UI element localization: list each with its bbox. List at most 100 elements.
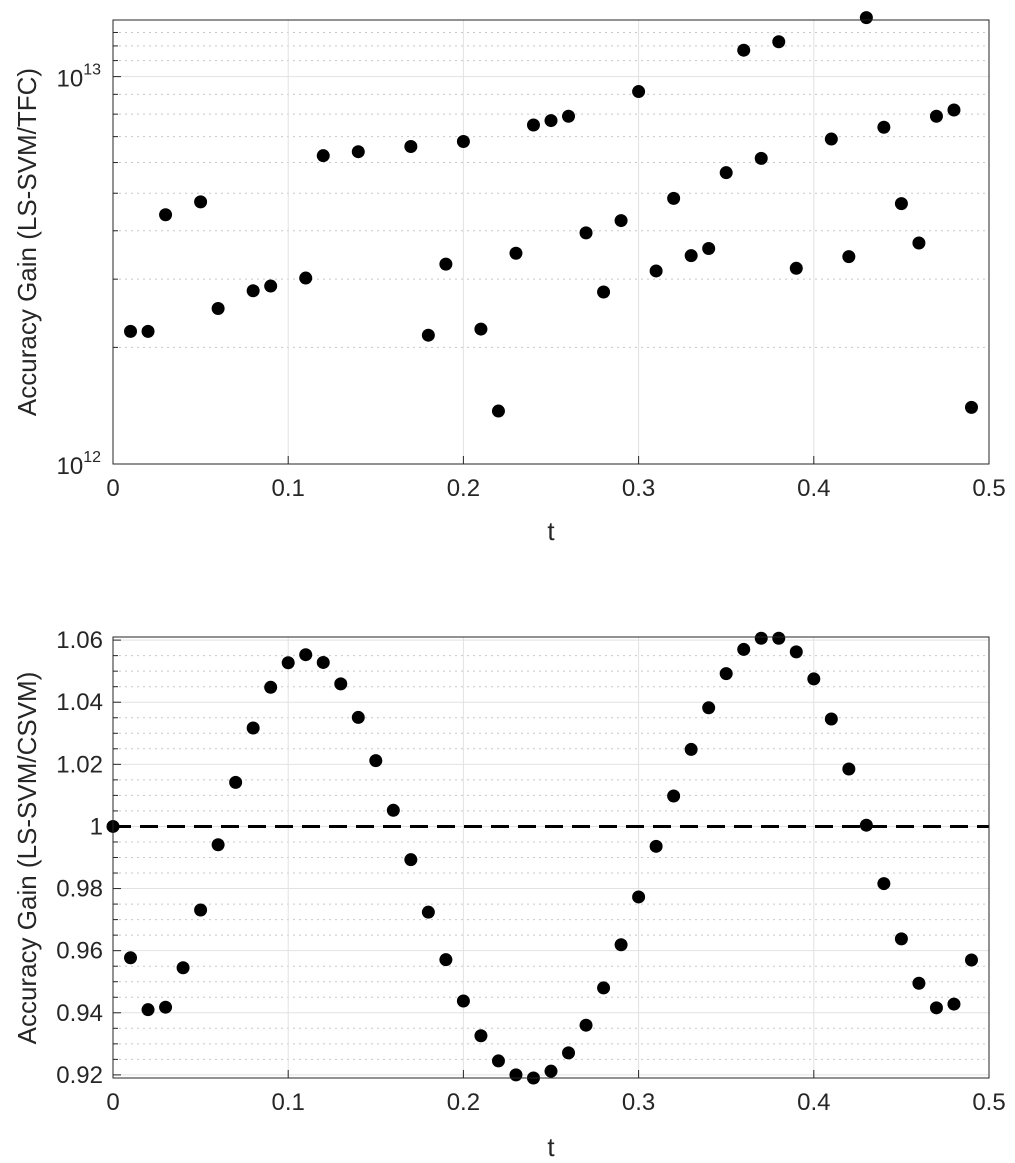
data-point [649, 264, 663, 278]
data-point [264, 680, 278, 694]
chart-top: 0 0.1 0.2 0.3 0.4 0.5 1012 1013 t Accuracy Gain… [12, 11, 1006, 546]
data-point [316, 149, 330, 163]
data-point [124, 324, 138, 338]
x-tick-label: 0.2 [447, 475, 480, 502]
data-point [159, 1000, 173, 1014]
data-point [772, 35, 786, 49]
y-tick-label: 1013 [57, 62, 102, 93]
data-point [211, 302, 225, 316]
data-point [737, 43, 751, 57]
data-point [824, 132, 838, 146]
data-point [912, 976, 926, 990]
y-tick-label: 1.04 [56, 689, 103, 716]
chart-top-ticks: 0 0.1 0.2 0.3 0.4 0.5 1012 1013 [57, 19, 1006, 502]
x-tick-label: 0.2 [447, 1089, 480, 1116]
data-point [894, 197, 908, 211]
x-tick-label: 0.3 [622, 1089, 655, 1116]
data-point [456, 134, 470, 148]
x-tick-label: 0 [106, 475, 119, 502]
data-point [667, 191, 681, 205]
data-point [194, 195, 208, 209]
chart-top-plot-frame [112, 19, 990, 465]
x-tick-label: 0.5 [972, 1089, 1005, 1116]
data-point [632, 85, 646, 99]
y-tick-label: 1 [90, 813, 103, 840]
data-point [159, 208, 173, 222]
data-point [369, 754, 383, 768]
data-point [141, 1003, 155, 1017]
data-point [894, 932, 908, 946]
chart-top-y-axis-title: Accuracy Gain (LS-SVM/TFC) [12, 68, 42, 416]
data-point [614, 214, 628, 228]
data-point [754, 631, 768, 645]
x-tick-label: 0.5 [972, 475, 1005, 502]
data-point [176, 961, 190, 975]
y-tick-label: 0.98 [56, 876, 103, 903]
data-point [404, 140, 418, 154]
data-point [141, 324, 155, 338]
data-point [456, 994, 470, 1008]
data-point [562, 109, 576, 123]
data-point [491, 1054, 505, 1068]
y-tick-label: 1012 [57, 449, 102, 480]
data-point [474, 322, 488, 336]
chart-bottom-x-axis-title: t [547, 1132, 555, 1162]
data-point [789, 645, 803, 659]
chart-bottom-ticks: 0 0.1 0.2 0.3 0.4 0.5 0.92 0.94 0.96 0.98 1 1.02 1.0… [56, 627, 1005, 1116]
data-point [299, 271, 313, 285]
data-point [789, 261, 803, 275]
data-point [877, 120, 891, 134]
data-point [421, 328, 435, 342]
data-point [684, 742, 698, 756]
x-tick-label: 0.1 [272, 475, 305, 502]
x-tick-label: 0 [106, 1089, 119, 1116]
data-point [947, 103, 961, 117]
data-point [211, 838, 225, 852]
data-point [491, 404, 505, 418]
data-point [912, 236, 926, 250]
x-tick-label: 0.1 [272, 1089, 305, 1116]
data-point [579, 1018, 593, 1032]
data-point [474, 1029, 488, 1043]
y-tick-label: 0.96 [56, 938, 103, 965]
data-point [544, 114, 558, 128]
chart-top-points [124, 11, 978, 418]
data-point [964, 953, 978, 967]
data-point [772, 631, 786, 645]
data-point [737, 642, 751, 656]
chart-bottom-y-axis-title: Accuracy Gain (LS-SVM/CSVM) [12, 672, 42, 1045]
data-point [264, 279, 278, 293]
data-point [929, 1001, 943, 1015]
data-point [964, 400, 978, 414]
data-point [702, 241, 716, 255]
data-point [824, 712, 838, 726]
data-point [842, 250, 856, 264]
data-point [754, 151, 768, 165]
data-point [194, 903, 208, 917]
data-point [597, 981, 611, 995]
data-point [509, 246, 523, 260]
data-point [439, 257, 453, 271]
data-point [386, 803, 400, 817]
data-point [246, 721, 260, 735]
y-tick-label: 0.94 [56, 1000, 103, 1027]
data-point [859, 818, 873, 832]
data-point [859, 11, 873, 25]
data-point [526, 118, 540, 132]
data-point [842, 762, 856, 776]
data-point [807, 672, 821, 686]
x-tick-label: 0.4 [797, 475, 830, 502]
data-point [702, 701, 716, 715]
data-point [404, 853, 418, 867]
x-tick-label: 0.4 [797, 1089, 830, 1116]
data-point [439, 953, 453, 967]
y-tick-label: 0.92 [56, 1062, 103, 1089]
data-point [947, 997, 961, 1011]
data-point [597, 285, 611, 299]
data-point [562, 1046, 576, 1060]
data-point [877, 877, 891, 891]
data-point [281, 656, 295, 670]
data-point [667, 789, 681, 803]
data-point [229, 775, 243, 789]
